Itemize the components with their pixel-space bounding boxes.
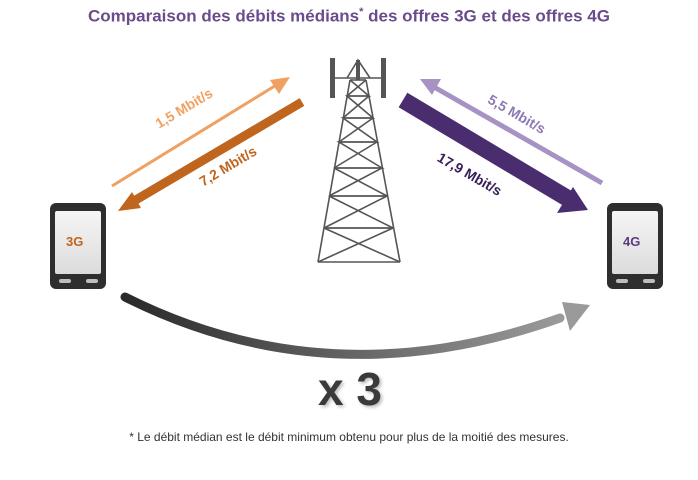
page-title: Comparaison des débits médians* des offr… (0, 6, 698, 27)
title-main: Comparaison des débits médians (87, 6, 360, 26)
comparison-curve-arrow (120, 292, 590, 359)
antenna-tower-icon (317, 58, 401, 263)
download-3g-arrow (118, 98, 305, 211)
title-asterisk: * (359, 6, 364, 18)
phone-4g-label: 4G (623, 234, 641, 249)
phone-3g-label: 3G (66, 234, 84, 249)
footnote: * Le débit médian est le débit minimum o… (129, 430, 569, 444)
upload-3g-arrow (111, 77, 290, 188)
download-4g-arrow (398, 92, 588, 213)
title-rest: des offres 3G et des offres 4G (363, 6, 610, 26)
multiplier-text: x 3 (318, 363, 382, 415)
phone-3g-icon (50, 203, 106, 289)
phone-4g-icon (607, 203, 663, 289)
upload-4g-arrow (420, 79, 604, 186)
